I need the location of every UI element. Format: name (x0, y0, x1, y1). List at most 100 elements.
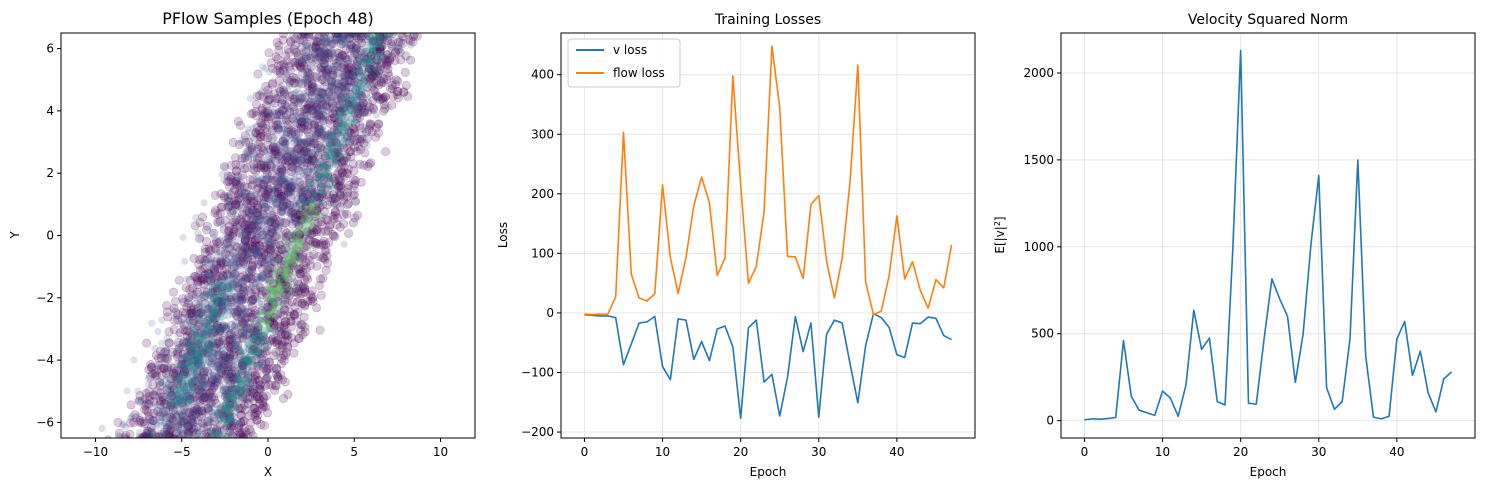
scatter-point (281, 60, 289, 68)
scatter-point (220, 216, 230, 226)
scatter-point (252, 190, 260, 198)
scatter-point (209, 371, 218, 380)
scatter-point (335, 222, 345, 232)
scatter-point (303, 81, 313, 91)
scatter-point (360, 109, 368, 117)
scatter-point (183, 326, 193, 336)
scatter-point (302, 149, 310, 157)
scatter-point (168, 405, 178, 415)
scatter-point (224, 418, 234, 428)
scatter-point (290, 138, 300, 148)
scatter-point (213, 219, 221, 227)
scatter-point (300, 120, 310, 130)
scatter-point (283, 45, 293, 55)
scatter-point (264, 194, 274, 204)
scatter-point (197, 382, 207, 392)
scatter-point (205, 246, 215, 256)
scatter-point (376, 50, 382, 56)
scatter-point (365, 102, 375, 112)
scatter-point (197, 348, 207, 358)
scatter-point (182, 302, 192, 312)
scatter-point (337, 168, 347, 178)
scatter-point (295, 132, 303, 140)
scatter-point (336, 189, 344, 197)
scatter-point (147, 362, 155, 371)
scatter-point (388, 91, 398, 101)
scatter-point (287, 232, 293, 238)
scatter-point (306, 242, 312, 248)
scatter-point (249, 323, 255, 329)
scatter-point (401, 80, 411, 90)
scatter-point (279, 260, 289, 270)
scatter-point (349, 107, 355, 113)
scatter-point (333, 148, 343, 158)
scatter-point (267, 240, 275, 248)
scatter-point (305, 236, 315, 246)
scatter-point (301, 46, 309, 54)
scatter-point (215, 216, 225, 226)
scatter-point (204, 271, 212, 279)
scatter-point (270, 176, 280, 186)
scatter-point (328, 178, 334, 184)
scatter-point (190, 392, 200, 402)
scatter-point (145, 433, 154, 438)
scatter-point (314, 108, 322, 116)
scatter-point (333, 61, 341, 69)
scatter-point (157, 417, 165, 425)
scatter-point (241, 384, 251, 394)
scatter-point (242, 208, 250, 216)
scatter-point (347, 57, 355, 65)
scatter-point (255, 399, 265, 409)
scatter-point (224, 442, 232, 450)
scatter-point (320, 254, 330, 264)
scatter-point (314, 60, 322, 69)
scatter-point (297, 211, 303, 217)
scatter-point (297, 42, 307, 52)
scatter-point (292, 118, 302, 128)
scatter-point (365, 58, 375, 68)
scatter-point (398, 22, 406, 30)
scatter-point (144, 439, 152, 447)
scatter-point (298, 192, 308, 202)
scatter-point (179, 430, 188, 438)
scatter-point (274, 240, 284, 250)
scatter-point (339, 156, 349, 166)
scatter-point (297, 93, 307, 103)
scatter-point (372, 42, 382, 52)
scatter-point (215, 237, 225, 247)
scatter-point (210, 190, 220, 200)
scatter-point (260, 108, 270, 118)
scatter-point (223, 443, 231, 451)
scatter-point (303, 103, 313, 113)
scatter-point (253, 321, 263, 331)
scatter-point (285, 151, 293, 159)
scatter-point (228, 418, 238, 428)
scatter-point (320, 117, 328, 125)
scatter-point (192, 415, 200, 423)
scatter-point (204, 440, 212, 448)
scatter-point (258, 146, 268, 156)
scatter-point (320, 46, 328, 54)
scatter-point (332, 94, 342, 104)
scatter-point (213, 321, 223, 331)
scatter-point (134, 439, 142, 447)
scatter-point (284, 177, 294, 187)
scatter-point (281, 241, 287, 247)
scatter-point (321, 102, 331, 112)
scatter-point (287, 291, 293, 297)
scatter-point (276, 221, 284, 229)
scatter-point (347, 68, 357, 78)
scatter-point (222, 440, 227, 445)
scatter-point (192, 443, 199, 450)
scatter-point (388, 22, 396, 30)
scatter-point (372, 81, 378, 87)
scatter-point (159, 395, 169, 405)
scatter-point (270, 143, 280, 153)
scatter-point (259, 131, 269, 141)
scatter-point (350, 176, 360, 186)
scatter-point (288, 156, 298, 166)
scatter-point (217, 337, 225, 346)
scatter-point (233, 324, 241, 332)
scatter-point (307, 105, 317, 115)
scatter-point (269, 312, 276, 318)
